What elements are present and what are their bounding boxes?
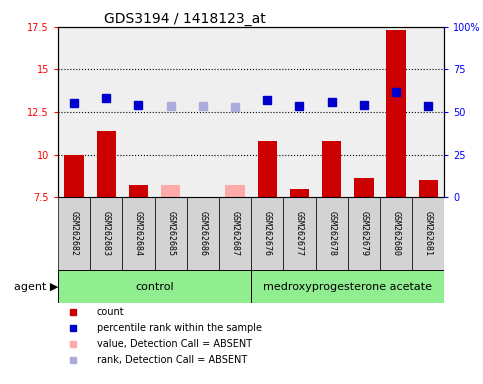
Bar [251,270,444,303]
Text: GDS3194 / 1418123_at: GDS3194 / 1418123_at [104,12,266,26]
Bar [251,197,284,270]
Bar [58,197,90,270]
Bar [322,141,341,197]
Text: GSM262686: GSM262686 [199,211,207,256]
Text: GSM262677: GSM262677 [295,211,304,256]
Text: GSM262685: GSM262685 [166,211,175,256]
Bar [122,27,155,197]
Text: rank, Detection Call = ABSENT: rank, Detection Call = ABSENT [97,355,247,365]
Bar [64,154,84,197]
Bar [284,197,315,270]
Bar [315,197,348,270]
Bar [155,27,187,197]
Bar [129,185,148,197]
Text: GSM262681: GSM262681 [424,211,433,256]
Bar [412,197,444,270]
Bar [354,178,373,197]
Bar [380,27,412,197]
Text: GSM262682: GSM262682 [70,211,79,256]
Bar [251,27,284,197]
Text: count: count [97,307,124,317]
Bar [122,197,155,270]
Bar [348,197,380,270]
Bar [380,197,412,270]
Bar [419,180,438,197]
Text: GSM262683: GSM262683 [102,211,111,256]
Bar [226,185,245,197]
Bar [58,27,90,197]
Bar [90,27,122,197]
Text: agent ▶: agent ▶ [14,282,58,292]
Bar [219,197,251,270]
Text: GSM262679: GSM262679 [359,211,369,256]
Text: GSM262687: GSM262687 [230,211,240,256]
Bar [58,270,251,303]
Text: value, Detection Call = ABSENT: value, Detection Call = ABSENT [97,339,252,349]
Bar [161,185,180,197]
Text: GSM262680: GSM262680 [392,211,400,256]
Bar [187,197,219,270]
Bar [412,27,444,197]
Bar [155,197,187,270]
Bar [97,131,116,197]
Bar [386,30,406,197]
Text: GSM262678: GSM262678 [327,211,336,256]
Bar [315,27,348,197]
Text: control: control [135,282,174,292]
Text: percentile rank within the sample: percentile rank within the sample [97,323,262,333]
Text: GSM262676: GSM262676 [263,211,272,256]
Bar [348,27,380,197]
Text: medroxyprogesterone acetate: medroxyprogesterone acetate [263,282,432,292]
Bar [219,27,251,197]
Text: GSM262684: GSM262684 [134,211,143,256]
Bar [90,197,122,270]
Bar [290,189,309,197]
Bar [257,141,277,197]
Bar [284,27,315,197]
Bar [187,27,219,197]
